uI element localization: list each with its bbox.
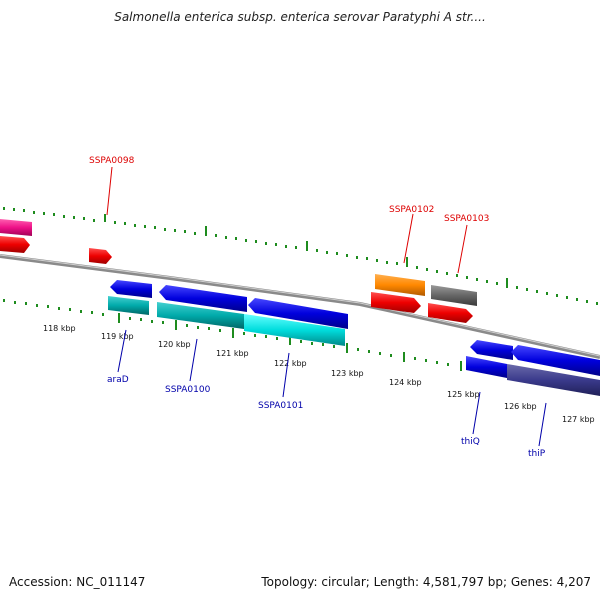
- cds-blue-thiq-row2[interactable]: [466, 356, 507, 378]
- reverse-cds-row-1: [110, 280, 600, 376]
- kbp-label: 118 kbp: [43, 324, 76, 333]
- accession-text: Accession: NC_011147: [9, 575, 146, 589]
- gene-label[interactable]: araD: [107, 375, 129, 385]
- forward-cds-row-1: [0, 219, 477, 306]
- cds-gray[interactable]: [431, 285, 477, 306]
- forward-cds-row-2: [0, 236, 473, 323]
- kbp-label: 125 kbp: [447, 390, 480, 399]
- gene-label[interactable]: SSPA0102: [389, 205, 434, 215]
- leader-lines-reverse: [117, 329, 547, 447]
- kbp-label: 124 kbp: [389, 378, 422, 387]
- cds-red-left[interactable]: [0, 236, 30, 253]
- cds-cyan-sspa0101[interactable]: [244, 314, 345, 346]
- gene-label[interactable]: thiQ: [461, 437, 480, 447]
- kbp-label: 123 kbp: [331, 369, 364, 378]
- kbp-label: 120 kbp: [158, 340, 191, 349]
- kbp-labels: 118 kbp 119 kbp 120 kbp 121 kbp 122 kbp …: [43, 324, 595, 424]
- cds-teal-sspa0100[interactable]: [157, 302, 244, 329]
- cds-blue-arad[interactable]: [110, 280, 152, 298]
- cds-blue-sspa0100[interactable]: [159, 285, 247, 312]
- cds-teal-arad[interactable]: [108, 296, 149, 315]
- cds-red-sspa0098[interactable]: [89, 248, 112, 264]
- cds-blue-thiq[interactable]: [470, 340, 513, 360]
- gene-label[interactable]: thiP: [528, 449, 546, 459]
- gene-label[interactable]: SSPA0098: [89, 156, 135, 166]
- reverse-cds-row-2: [108, 296, 600, 396]
- leader-lines-forward: [106, 166, 468, 274]
- genome-backbone-highlight: [0, 254, 600, 357]
- gene-labels-forward: SSPA0098 SSPA0102 SSPA0103: [89, 156, 489, 224]
- gene-label[interactable]: SSPA0101: [258, 401, 303, 411]
- kbp-label: 121 kbp: [216, 349, 249, 358]
- kbp-label: 127 kbp: [562, 415, 595, 424]
- cds-red-sspa0102[interactable]: [371, 292, 421, 313]
- gene-labels-reverse: araD SSPA0100 SSPA0101 thiQ thiP: [107, 375, 546, 459]
- gene-label[interactable]: SSPA0103: [444, 214, 489, 224]
- cds-red-sspa0103[interactable]: [428, 303, 473, 323]
- genome-backbone: [0, 254, 600, 359]
- cds-slate-thip[interactable]: [507, 364, 600, 396]
- kbp-label: 119 kbp: [101, 332, 134, 341]
- cds-orange[interactable]: [375, 274, 425, 296]
- map-title: Salmonella enterica subsp. enterica sero…: [114, 10, 486, 24]
- kbp-label: 122 kbp: [274, 359, 307, 368]
- genome-stats-text: Topology: circular; Length: 4,581,797 bp…: [261, 575, 591, 589]
- gene-label[interactable]: SSPA0100: [165, 385, 211, 395]
- kbp-label: 126 kbp: [504, 402, 537, 411]
- cds-blue-sspa0101[interactable]: [248, 298, 348, 329]
- cds-pink[interactable]: [0, 219, 32, 236]
- outer-tick-ring: [3, 207, 598, 305]
- cds-blue-thip[interactable]: [511, 345, 600, 376]
